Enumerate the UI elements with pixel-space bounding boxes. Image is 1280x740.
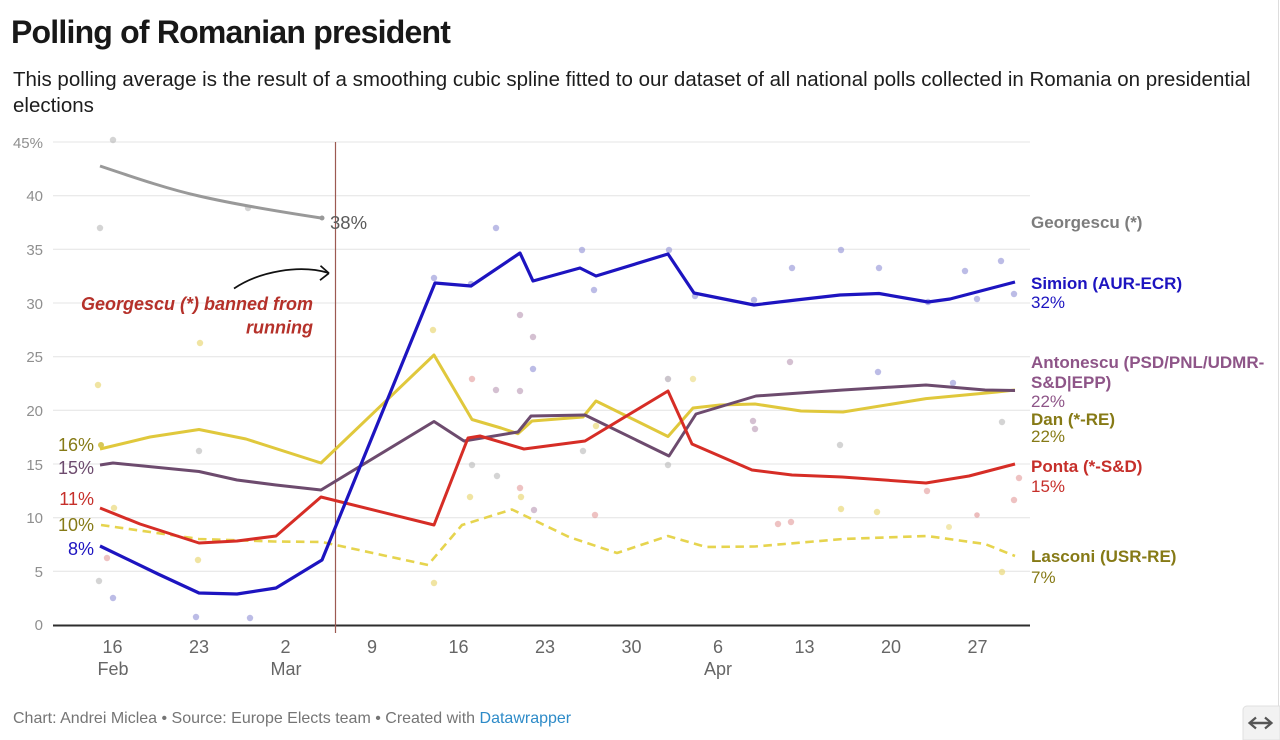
svg-text:Lasconi (USR-RE): Lasconi (USR-RE) xyxy=(1031,547,1176,566)
svg-text:15: 15 xyxy=(26,457,43,474)
svg-text:Simion (AUR-ECR): Simion (AUR-ECR) xyxy=(1031,274,1182,293)
svg-text:35: 35 xyxy=(26,242,43,259)
svg-text:5: 5 xyxy=(35,564,43,581)
svg-text:23: 23 xyxy=(535,637,555,657)
svg-text:27: 27 xyxy=(967,637,987,657)
svg-text:38%: 38% xyxy=(330,212,367,233)
svg-text:8%: 8% xyxy=(68,539,94,559)
svg-text:7%: 7% xyxy=(1031,568,1056,587)
svg-text:16: 16 xyxy=(102,637,122,657)
svg-text:Chart: Andrei Miclea • Source:: Chart: Andrei Miclea • Source: Europe El… xyxy=(13,710,572,727)
svg-text:22%: 22% xyxy=(1031,427,1065,446)
svg-text:22%: 22% xyxy=(1031,392,1065,411)
svg-text:Feb: Feb xyxy=(97,659,128,679)
svg-text:15%: 15% xyxy=(1031,477,1065,496)
svg-text:40: 40 xyxy=(26,188,43,205)
svg-text:Antonescu (PSD/PNL/UDMR-: Antonescu (PSD/PNL/UDMR- xyxy=(1031,353,1264,372)
svg-text:Georgescu (*) banned from: Georgescu (*) banned from xyxy=(81,294,313,314)
svg-text:11%: 11% xyxy=(59,489,94,509)
svg-text:Polling of Romanian president: Polling of Romanian president xyxy=(11,14,451,50)
svg-text:0: 0 xyxy=(35,617,43,634)
svg-text:Dan (*-RE): Dan (*-RE) xyxy=(1031,410,1115,429)
svg-text:32%: 32% xyxy=(1031,293,1065,312)
svg-text:20: 20 xyxy=(26,403,43,420)
svg-text:25: 25 xyxy=(26,349,43,366)
svg-text:S&D|EPP): S&D|EPP) xyxy=(1031,373,1111,392)
svg-text:2: 2 xyxy=(280,637,290,657)
svg-text:6: 6 xyxy=(713,637,723,657)
svg-text:30: 30 xyxy=(621,637,641,657)
svg-text:16: 16 xyxy=(448,637,468,657)
svg-text:10%: 10% xyxy=(58,515,94,535)
svg-text:Ponta (*-S&D): Ponta (*-S&D) xyxy=(1031,457,1142,476)
svg-text:Mar: Mar xyxy=(271,659,302,679)
svg-text:15%: 15% xyxy=(58,458,94,478)
svg-text:13: 13 xyxy=(794,637,814,657)
svg-text:Georgescu (*): Georgescu (*) xyxy=(1031,213,1142,232)
svg-text:elections: elections xyxy=(13,94,94,117)
svg-text:23: 23 xyxy=(189,637,209,657)
svg-text:running: running xyxy=(246,318,313,338)
svg-text:Apr: Apr xyxy=(704,659,732,679)
svg-text:10: 10 xyxy=(26,510,43,527)
svg-text:9: 9 xyxy=(367,637,377,657)
svg-text:This polling average is the re: This polling average is the result of a … xyxy=(13,68,1251,91)
svg-text:20: 20 xyxy=(881,637,901,657)
svg-text:45%: 45% xyxy=(13,135,43,152)
svg-text:30: 30 xyxy=(26,296,43,313)
svg-text:16%: 16% xyxy=(58,435,94,455)
